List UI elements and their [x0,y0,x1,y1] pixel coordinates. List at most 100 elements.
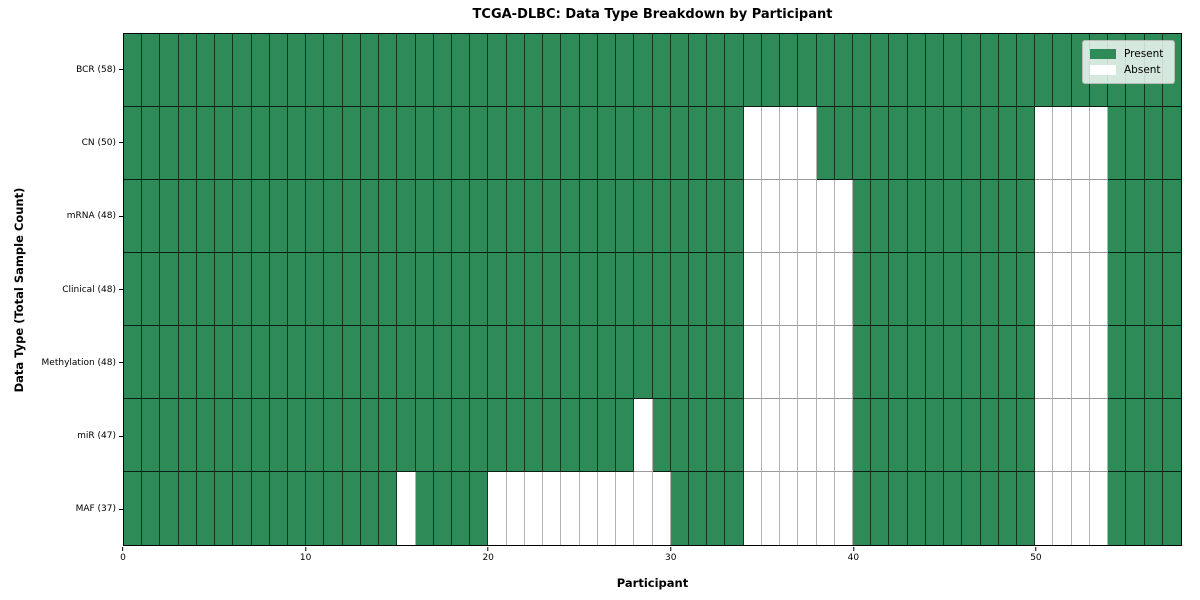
heatmap-cell [670,472,689,545]
heatmap-cell [324,472,343,545]
heatmap-cell [1089,472,1109,545]
heatmap-cell [816,472,835,545]
heatmap-cell [743,34,762,107]
heatmap-cell [780,472,799,545]
heatmap-cell [725,472,744,545]
heatmap-cell [725,180,744,253]
heatmap-cell [1108,180,1127,253]
y-tick-mark [119,142,123,144]
heatmap-cell [1071,472,1090,545]
heatmap-cell [980,180,999,253]
heatmap-cell [561,399,580,472]
heatmap-cell [1016,253,1036,326]
heatmap-cell [561,326,580,399]
heatmap-cell [998,34,1017,107]
absent-swatch-icon [1090,65,1116,75]
heatmap-cell [707,180,726,253]
heatmap-cell [852,472,872,545]
heatmap-cell [342,326,361,399]
heatmap-cell [233,34,252,107]
heatmap-cell [1144,253,1163,326]
heatmap-cell [506,34,525,107]
heatmap-cell [1035,34,1054,107]
heatmap-cell [1053,180,1072,253]
heatmap-cell [324,107,343,180]
heatmap-cell [597,399,617,472]
heatmap-cell [269,34,289,107]
heatmap-cell [1162,326,1181,399]
heatmap-cell [780,107,799,180]
heatmap-cell [889,107,908,180]
heatmap-cell [907,399,926,472]
heatmap-cell [597,326,617,399]
heatmap-cell [1053,107,1072,180]
x-tick-mark [487,547,489,551]
heatmap-cell [288,399,307,472]
heatmap-cell [433,107,453,180]
heatmap-cell [1108,326,1127,399]
heatmap-cell [160,326,179,399]
heatmap-cell [142,107,161,180]
heatmap-cell [142,180,161,253]
heatmap-cell [634,180,653,253]
heatmap-cell [798,34,817,107]
heatmap-cell [980,107,999,180]
heatmap-cell [288,253,307,326]
heatmap-cell [306,399,325,472]
heatmap-cell [543,34,562,107]
heatmap-cell [543,180,562,253]
heatmap-cell [816,34,835,107]
heatmap-cell [962,107,981,180]
heatmap-cell [196,34,216,107]
heatmap-cell [780,326,799,399]
heatmap-cell [124,472,143,545]
heatmap-cell [1162,107,1181,180]
heatmap-cell [1144,326,1163,399]
heatmap-cell [1071,399,1090,472]
heatmap-cell [816,107,835,180]
heatmap-cell [324,326,343,399]
heatmap-cell [579,399,598,472]
heatmap-cell [160,107,179,180]
heatmap-cell [1016,34,1036,107]
heatmap-cell [652,253,671,326]
heatmap-cell [324,180,343,253]
heatmap-cell [1016,180,1036,253]
heatmap-cell [561,180,580,253]
heatmap-cell [1053,253,1072,326]
heatmap-cell [1108,107,1127,180]
heatmap-cell [433,180,453,253]
heatmap-cell [925,326,945,399]
heatmap-cell [561,34,580,107]
heatmap-cell [524,107,544,180]
heatmap-cell [579,253,598,326]
heatmap-cell [852,34,872,107]
heatmap-cell [1016,107,1036,180]
heatmap-cell [670,326,689,399]
heatmap-cell [1108,399,1127,472]
heatmap-cell [1035,253,1054,326]
heatmap-cell [288,107,307,180]
heatmap-cell [725,34,744,107]
heatmap-cell [1089,253,1109,326]
heatmap-cell [688,107,708,180]
heatmap-cell [543,399,562,472]
heatmap-cell [251,180,270,253]
heatmap-cell [233,472,252,545]
y-tick-label: BCR (58) [76,64,116,75]
heatmap-cell [142,253,161,326]
heatmap-cell [925,180,945,253]
heatmap-cell [415,253,434,326]
legend-label: Absent [1124,64,1161,76]
x-tick-20: 20 [482,547,494,563]
heatmap-cell [397,180,416,253]
heatmap-cell [652,34,671,107]
heatmap-cell [397,326,416,399]
heatmap-cell [506,253,525,326]
heatmap-cell [616,399,635,472]
heatmap-cell [360,107,380,180]
heatmap-cell [634,326,653,399]
heatmap-cell [1053,326,1072,399]
heatmap-cell [415,326,434,399]
